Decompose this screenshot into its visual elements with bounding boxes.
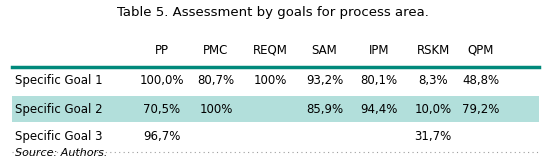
FancyBboxPatch shape	[12, 96, 539, 122]
Text: PMC: PMC	[203, 44, 229, 57]
Text: 8,3%: 8,3%	[418, 74, 448, 87]
Text: 80,1%: 80,1%	[360, 74, 397, 87]
Text: 85,9%: 85,9%	[306, 103, 343, 116]
Text: 100,0%: 100,0%	[139, 74, 184, 87]
Text: 96,7%: 96,7%	[143, 129, 180, 143]
Text: QPM: QPM	[467, 44, 494, 57]
Text: 79,2%: 79,2%	[462, 103, 500, 116]
Text: PP: PP	[155, 44, 169, 57]
Text: SAM: SAM	[312, 44, 337, 57]
Text: 48,8%: 48,8%	[462, 74, 500, 87]
Text: 10,0%: 10,0%	[415, 103, 452, 116]
Text: Specific Goal 1: Specific Goal 1	[15, 74, 103, 87]
Text: 100%: 100%	[199, 103, 233, 116]
Text: 70,5%: 70,5%	[143, 103, 180, 116]
Text: Specific Goal 3: Specific Goal 3	[15, 129, 103, 143]
Text: IPM: IPM	[369, 44, 389, 57]
Text: RSKM: RSKM	[417, 44, 450, 57]
Text: 31,7%: 31,7%	[414, 129, 452, 143]
Text: Specific Goal 2: Specific Goal 2	[15, 103, 103, 116]
Text: 100%: 100%	[253, 74, 287, 87]
Text: Source: Authors.: Source: Authors.	[15, 148, 108, 158]
Text: 94,4%: 94,4%	[360, 103, 397, 116]
Text: REQM: REQM	[253, 44, 288, 57]
Text: 93,2%: 93,2%	[306, 74, 343, 87]
Text: 80,7%: 80,7%	[198, 74, 235, 87]
Text: Table 5. Assessment by goals for process area.: Table 5. Assessment by goals for process…	[117, 6, 429, 19]
